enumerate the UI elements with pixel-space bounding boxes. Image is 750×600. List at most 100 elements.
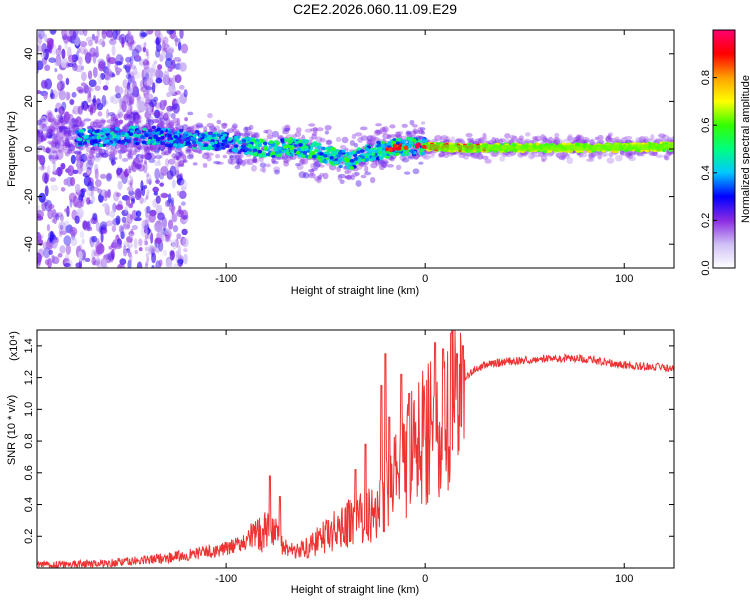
heatmap-cell [160, 135, 165, 140]
heatmap-cell [74, 130, 80, 134]
heatmap-cell [62, 143, 70, 148]
heatmap-cell [113, 149, 118, 155]
heatmap-cell [151, 252, 157, 264]
heatmap-cell [198, 142, 203, 147]
heatmap-cell [491, 137, 497, 144]
y-tick-label: 1.0 [23, 402, 35, 417]
heatmap-cell [216, 133, 221, 137]
heatmap-cell [78, 137, 83, 142]
heatmap-cell [126, 152, 134, 159]
heatmap-cell [364, 158, 370, 162]
heatmap-cell [563, 153, 570, 157]
heatmap-cell [143, 197, 147, 203]
heatmap-cell [163, 99, 167, 107]
colorbar-tick-label: 0.2 [700, 213, 712, 228]
heatmap-cell [360, 149, 365, 153]
heatmap-cell [271, 160, 279, 165]
heatmap-cell [557, 138, 563, 144]
heatmap-cell [159, 167, 167, 176]
heatmap-cell [160, 229, 166, 242]
heatmap-cell [310, 151, 316, 155]
heatmap-cell [181, 228, 188, 236]
heatmap-cell [210, 125, 215, 133]
heatmap-cell [335, 136, 342, 143]
heatmap-cell [67, 118, 75, 126]
heatmap-cell [63, 208, 70, 213]
heatmap-cell [127, 242, 131, 248]
heatmap-cell [87, 129, 92, 134]
heatmap-cell [131, 224, 138, 231]
heatmap-cell [356, 164, 363, 170]
heatmap-cell [160, 141, 166, 146]
heatmap-cell [379, 129, 388, 135]
heatmap-cell [163, 70, 170, 79]
heatmap-cell [95, 98, 101, 107]
heatmap-cell [54, 141, 61, 149]
heatmap-cell [277, 146, 282, 151]
heatmap-cell [470, 152, 477, 158]
heatmap-cell [117, 149, 126, 154]
heatmap-cell [155, 154, 163, 160]
heatmap-cell [388, 134, 397, 138]
heatmap-cell [412, 127, 418, 135]
heatmap-cell [108, 111, 116, 117]
heatmap-cell [233, 149, 239, 153]
heatmap-cell [564, 153, 570, 159]
heatmap-cell [395, 164, 402, 171]
heatmap-cell [51, 208, 57, 218]
heatmap-cell [173, 143, 178, 147]
heatmap-cell [80, 65, 85, 71]
heatmap-cell [216, 119, 222, 125]
heatmap-cell [139, 135, 145, 139]
heatmap-cell [63, 141, 69, 147]
heatmap-cell [648, 151, 656, 157]
heatmap-cell [142, 127, 147, 132]
heatmap-cell [157, 212, 165, 221]
heatmap-cell [588, 154, 596, 161]
heatmap-cell [370, 162, 378, 169]
heatmap-cell [324, 130, 330, 135]
heatmap-cell [102, 85, 109, 91]
heatmap-cell [51, 160, 56, 164]
heatmap-cell [48, 117, 55, 123]
heatmap-cell [53, 120, 60, 126]
heatmap-cell [408, 140, 413, 145]
heatmap-cell [39, 159, 44, 166]
heatmap-cell [442, 151, 450, 156]
heatmap-cell [130, 178, 134, 184]
heatmap-cell [294, 140, 299, 145]
heatmap-cell [221, 146, 226, 150]
heatmap-cell [325, 151, 330, 155]
heatmap-cell [118, 112, 124, 119]
heatmap-cell [88, 97, 92, 103]
heatmap-cell [588, 139, 595, 144]
heatmap-cell [155, 68, 161, 80]
heatmap-cell [111, 44, 116, 57]
heatmap-cell [213, 160, 221, 165]
heatmap-cell [605, 136, 613, 143]
heatmap-cell [76, 199, 83, 209]
heatmap-cell [312, 161, 321, 169]
heatmap-cell [133, 71, 141, 80]
heatmap-cell [62, 149, 70, 154]
heatmap-cell [76, 159, 81, 170]
heatmap-cell [84, 152, 90, 162]
heatmap-cell [98, 143, 103, 148]
y-tick-label: -20 [23, 189, 35, 205]
heatmap-cell [67, 62, 74, 68]
heatmap-cell [85, 146, 93, 153]
heatmap-cell [235, 154, 242, 158]
heatmap-cell [241, 139, 247, 143]
heatmap-cell [78, 64, 84, 74]
heatmap-cell [59, 80, 66, 90]
heatmap-cell [95, 125, 101, 130]
heatmap-cell [107, 151, 116, 158]
heatmap-cell [59, 80, 63, 92]
heatmap-cell [378, 156, 384, 160]
heatmap-cell [344, 175, 349, 179]
heatmap-cell [234, 154, 241, 160]
heatmap-cell [91, 235, 98, 243]
heatmap-cell [60, 120, 66, 127]
heatmap-cell [69, 98, 75, 106]
heatmap-cell [155, 179, 160, 184]
